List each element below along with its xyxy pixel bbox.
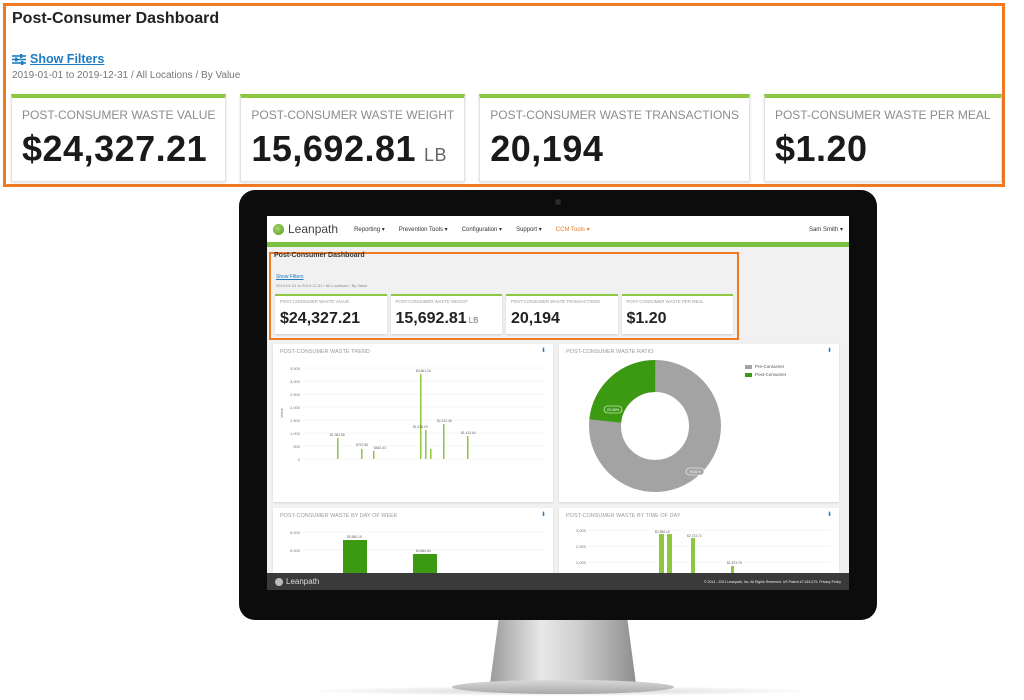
svg-text:$2,733.72: $2,733.72 bbox=[687, 534, 702, 538]
svg-text:$642.43: $642.43 bbox=[374, 446, 386, 450]
user-menu[interactable]: Sam Smith ▾ bbox=[808, 226, 843, 233]
svg-text:2,500: 2,500 bbox=[290, 392, 301, 397]
pre-consumer-pct: 76.61% bbox=[689, 470, 702, 474]
post-consumer-slice bbox=[588, 360, 721, 492]
svg-text:1,500: 1,500 bbox=[290, 418, 301, 423]
svg-text:2,500: 2,500 bbox=[576, 544, 587, 549]
svg-text:$1,382.88: $1,382.88 bbox=[330, 433, 345, 437]
nav-reporting[interactable]: Reporting ▾ bbox=[354, 226, 385, 233]
monitor-frame: Leanpath Reporting ▾ Prevention Tools ▾ … bbox=[239, 190, 877, 620]
kpi-value: 20,194 bbox=[490, 128, 604, 169]
time-of-day-card: POST-CONSUMER WASTE BY TIME OF DAY ⬇ 3,0… bbox=[559, 508, 839, 580]
show-filters-link[interactable]: Show Filters bbox=[12, 52, 104, 66]
kpi-card-value: POST-CONSUMER WASTE VALUE $24,327.21 bbox=[275, 294, 387, 334]
footer-logo[interactable]: Leanpath bbox=[275, 577, 319, 586]
ratio-card: POST-CONSUMER WASTE RATIO ⬇ 23.39% 76.61… bbox=[559, 344, 839, 502]
footer-copyright: © 2014 - 2021 Leanpath, Inc. All Rights … bbox=[703, 579, 841, 584]
leaf-icon bbox=[273, 223, 284, 235]
svg-text:2,000: 2,000 bbox=[576, 560, 587, 565]
show-filters-label[interactable]: Show Filters bbox=[30, 52, 105, 66]
kpi-card-transactions: POST-CONSUMER WASTE TRANSACTIONS 20,194 bbox=[506, 294, 618, 334]
svg-text:$2,212.38: $2,212.38 bbox=[437, 419, 452, 423]
svg-text:5,000: 5,000 bbox=[290, 548, 301, 553]
kpi-card-weight: POST-CONSUMER WASTE WEIGHT 15,692.81 LB bbox=[240, 94, 466, 182]
kpi-card-per-meal: POST-CONSUMER WASTE PER MEAL $1.20 bbox=[763, 94, 1002, 182]
nav-configuration[interactable]: Configuration ▾ bbox=[461, 226, 503, 233]
card-title: POST-CONSUMER WASTE BY TIME OF DAY bbox=[566, 513, 681, 519]
time-of-day-chart: 3,000 2,500 2,000 $2,858.18 $2,733.72 $1,873… bbox=[576, 528, 831, 580]
page-title: Post-Consumer Dashboard bbox=[274, 252, 365, 259]
svg-text:500: 500 bbox=[293, 444, 300, 449]
svg-text:$3,661.26: $3,661.26 bbox=[416, 369, 431, 373]
kpi-label: POST-CONSUMER WASTE VALUE bbox=[22, 108, 216, 122]
svg-text:$2,858.18: $2,858.18 bbox=[655, 530, 670, 534]
ratio-donut-chart: 23.39% 76.61% bbox=[588, 360, 721, 492]
kpi-label: POST-CONSUMER WASTE WEIGHT bbox=[251, 108, 455, 122]
trend-chart: Value 3,500 3,000 2,500 2,000 1,500 1,000 500 0… bbox=[279, 366, 545, 462]
highlight-box: Post-Consumer Dashboard Show Filters 201… bbox=[269, 252, 739, 340]
svg-text:3,500: 3,500 bbox=[290, 366, 301, 371]
kpi-label: POST-CONSUMER WASTE TRANSACTIONS bbox=[490, 108, 739, 122]
monitor-stand bbox=[490, 618, 636, 684]
filter-sliders-icon bbox=[12, 53, 26, 65]
svg-text:0: 0 bbox=[298, 457, 301, 462]
nav-ccm-tools[interactable]: CCM Tools ▾ bbox=[555, 226, 590, 233]
legend-post[interactable]: Post-Consumer bbox=[745, 372, 786, 377]
card-title: POST-CONSUMER WASTE TREND bbox=[280, 349, 370, 355]
svg-text:$1,413.64: $1,413.64 bbox=[461, 431, 476, 435]
svg-text:6,000: 6,000 bbox=[290, 530, 301, 535]
svg-text:3,000: 3,000 bbox=[576, 528, 587, 533]
svg-text:1,000: 1,000 bbox=[290, 431, 301, 436]
kpi-value: $1.20 bbox=[774, 128, 868, 169]
download-icon[interactable]: ⬇ bbox=[827, 348, 833, 354]
monitor-base bbox=[452, 680, 674, 694]
kpi-value: 15,692.81 LB bbox=[251, 128, 448, 169]
kpi-card-per-meal: POST-CONSUMER WASTE PER MEAL $1.20 bbox=[621, 294, 733, 334]
svg-text:$4,664.64: $4,664.64 bbox=[416, 549, 431, 553]
post-consumer-pct: 23.39% bbox=[607, 408, 620, 412]
svg-text:$1,873.75: $1,873.75 bbox=[727, 561, 742, 565]
svg-text:$5,556.19: $5,556.19 bbox=[347, 535, 362, 539]
kpi-card-transactions: POST-CONSUMER WASTE TRANSACTIONS 20,194 bbox=[479, 94, 750, 182]
day-of-week-card: POST-CONSUMER WASTE BY DAY OF WEEK ⬇ 6,0… bbox=[273, 508, 553, 580]
leaf-icon bbox=[275, 577, 283, 586]
day-of-week-chart: 6,000 5,000 $5,556.19 $4,664.64 bbox=[290, 530, 545, 580]
download-icon[interactable]: ⬇ bbox=[541, 348, 547, 354]
download-icon[interactable]: ⬇ bbox=[827, 512, 833, 518]
footer: Leanpath © 2014 - 2021 Leanpath, Inc. Al… bbox=[267, 573, 849, 590]
filter-summary: 2019-01-01 to 2019-12-31 / All Locations… bbox=[12, 70, 241, 81]
download-icon[interactable]: ⬇ bbox=[541, 512, 547, 518]
svg-text:2,000: 2,000 bbox=[290, 405, 301, 410]
svg-text:3,000: 3,000 bbox=[290, 379, 301, 384]
zoomed-dashboard-panel: Post-Consumer Dashboard Show Filters 201… bbox=[3, 3, 1005, 187]
kpi-unit: LB bbox=[424, 145, 448, 165]
show-filters-link[interactable]: Show Filters bbox=[276, 274, 304, 280]
legend-pre[interactable]: Pre-Consumer bbox=[745, 364, 784, 369]
green-accent-bar bbox=[267, 242, 849, 247]
svg-text:$797.86: $797.86 bbox=[356, 443, 368, 447]
card-title: POST-CONSUMER WASTE RATIO bbox=[566, 349, 654, 355]
kpi-card-value: POST-CONSUMER WASTE VALUE $24,327.21 bbox=[11, 94, 227, 182]
filter-summary: 2019-01-01 to 2019-12-31 / All Locations… bbox=[276, 283, 368, 288]
kpi-card-weight: POST-CONSUMER WASTE WEIGHT 15,692.81 LB bbox=[390, 294, 502, 334]
trend-card: POST-CONSUMER WASTE TREND ⬇ Value 3,500 3… bbox=[273, 344, 553, 502]
webcam bbox=[555, 199, 561, 205]
kpi-value: $24,327.21 bbox=[22, 128, 208, 169]
svg-text:Value: Value bbox=[279, 407, 284, 418]
page-title: Post-Consumer Dashboard bbox=[12, 10, 220, 27]
monitor-screen: Leanpath Reporting ▾ Prevention Tools ▾ … bbox=[267, 216, 849, 590]
top-nav: Leanpath Reporting ▾ Prevention Tools ▾ … bbox=[267, 216, 849, 242]
kpi-label: POST-CONSUMER WASTE PER MEAL bbox=[774, 108, 991, 122]
nav-support[interactable]: Support ▾ bbox=[516, 226, 542, 233]
brand-logo[interactable]: Leanpath bbox=[273, 222, 338, 236]
card-title: POST-CONSUMER WASTE BY DAY OF WEEK bbox=[280, 513, 398, 519]
svg-text:$1,678.29: $1,678.29 bbox=[413, 425, 428, 429]
nav-prevention-tools[interactable]: Prevention Tools ▾ bbox=[398, 226, 448, 233]
